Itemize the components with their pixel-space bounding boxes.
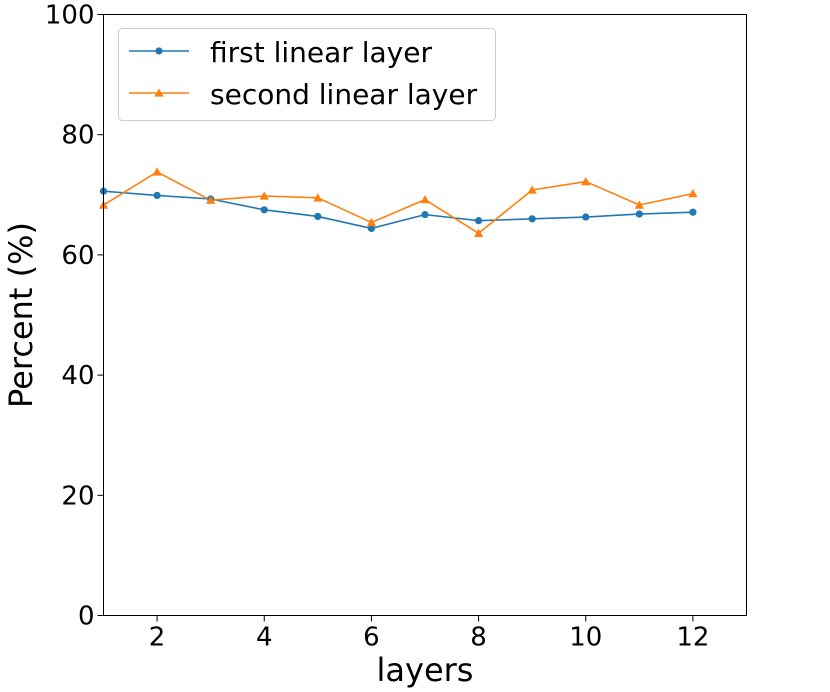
x-tick-label: 12 — [676, 623, 709, 653]
data-point-1-3 — [259, 191, 269, 200]
y-tick-label: 60 — [61, 241, 94, 271]
data-point-1-9 — [581, 176, 591, 186]
plot-frame — [103, 14, 747, 616]
y-axis-ticks: 0 20 40 60 80 100 — [45, 1, 104, 632]
y-tick-label: 80 — [61, 121, 94, 151]
legend-marker-first — [155, 47, 163, 55]
legend-label-first: first linear layer — [210, 36, 432, 69]
data-point-0-8 — [528, 215, 536, 223]
data-point-1-4 — [313, 193, 323, 202]
data-point-0-3 — [260, 206, 268, 214]
data-point-1-8 — [527, 185, 537, 194]
series-line-1 — [103, 171, 694, 235]
data-point-1-7 — [473, 228, 484, 237]
legend-frame — [118, 28, 496, 121]
data-point-0-5 — [367, 224, 376, 233]
data-point-0-11 — [689, 208, 697, 216]
x-tick-label: 8 — [470, 623, 487, 653]
data-point-1-1 — [152, 167, 162, 176]
data-point-0-9 — [582, 213, 590, 221]
x-tick-label: 2 — [149, 623, 166, 653]
data-point-1-11 — [688, 188, 698, 198]
legend-marker-shape-1 — [154, 88, 164, 97]
y-axis-label: Percent (%) — [2, 222, 40, 408]
legend-marker-second — [154, 88, 164, 97]
x-axis-label: layers — [377, 651, 474, 689]
x-tick-label: 4 — [256, 623, 273, 653]
data-point-0-6 — [421, 211, 429, 219]
legend-marker-shape-0 — [155, 47, 163, 55]
series-lines — [103, 171, 694, 235]
data-point-0-1 — [153, 191, 161, 200]
x-tick-label: 10 — [569, 623, 602, 653]
y-tick-label: 0 — [78, 602, 95, 632]
data-point-1-10 — [634, 200, 644, 209]
y-tick-label: 100 — [45, 1, 95, 31]
y-tick-label: 40 — [61, 361, 94, 391]
data-point-1-2 — [206, 195, 216, 204]
legend: first linear layer second linear layer — [118, 28, 496, 121]
x-axis-ticks: 2 4 6 8 10 12 — [149, 615, 709, 653]
data-point-0-4 — [314, 212, 322, 221]
legend-label-second: second linear layer — [210, 78, 478, 111]
series-line-0 — [103, 190, 693, 230]
y-tick-label: 20 — [61, 481, 94, 511]
axes — [103, 14, 747, 616]
x-tick-label: 6 — [363, 623, 380, 653]
data-point-1-6 — [420, 195, 430, 204]
data-point-1-5 — [366, 217, 377, 227]
data-point-0-7 — [474, 217, 483, 225]
data-point-0-10 — [635, 210, 643, 218]
